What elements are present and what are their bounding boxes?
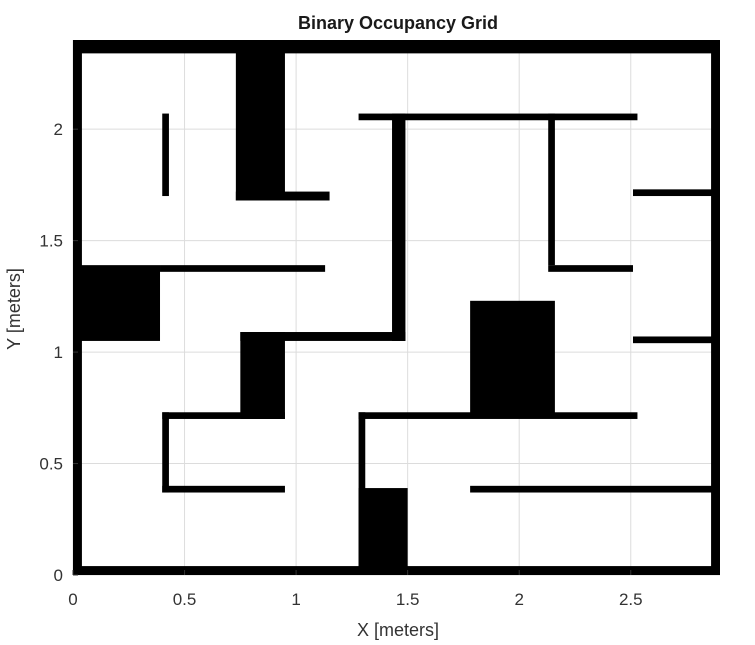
occupied-cell-block [358, 412, 638, 419]
occupied-cell-block [470, 485, 720, 493]
y-tick-label: 2 [54, 120, 63, 139]
y-tick-label: 0.5 [39, 455, 63, 474]
x-axis-label: X [meters] [357, 620, 439, 640]
occupied-cell-block [548, 113, 555, 266]
occupied-cell-block [392, 113, 406, 341]
chart-title: Binary Occupancy Grid [298, 13, 498, 33]
occupied-cell-block [240, 332, 406, 341]
occupied-cell-block [162, 412, 169, 493]
occupied-cell-block [358, 488, 408, 575]
x-tick-label: 2.5 [619, 590, 643, 609]
x-tick-label: 1 [291, 590, 300, 609]
y-tick-label: 1 [54, 343, 63, 362]
occupied-cell-block [358, 113, 638, 121]
x-tick-label: 2 [514, 590, 523, 609]
occupied-cell-block [162, 485, 285, 493]
x-tick-label: 0.5 [173, 590, 197, 609]
occupied-cell-block [632, 189, 720, 197]
occupied-cell-block [235, 40, 285, 201]
axis-ticks: 0 0.5 1 1.5 2 2.5 0 0.5 1 1.5 2 [39, 120, 642, 609]
y-axis-label: Y [meters] [4, 268, 24, 350]
occupied-cell-block [235, 191, 330, 201]
occupied-cells [73, 40, 720, 575]
occupied-cell-block [162, 412, 285, 419]
occupied-cell-block [73, 40, 720, 54]
y-tick-label: 1.5 [39, 232, 63, 251]
occupied-cell-block [548, 265, 633, 272]
x-tick-label: 0 [68, 590, 77, 609]
occupied-cell-block [711, 40, 720, 575]
occupied-cell-block [162, 113, 169, 197]
y-tick-label: 0 [54, 566, 63, 585]
occupied-cell-block [73, 265, 161, 341]
occupied-cell-block [470, 300, 555, 417]
x-tick-label: 1.5 [396, 590, 420, 609]
occupied-cell-block [160, 265, 326, 272]
occupied-cell-block [632, 336, 720, 344]
occupied-cell-block [240, 332, 285, 419]
